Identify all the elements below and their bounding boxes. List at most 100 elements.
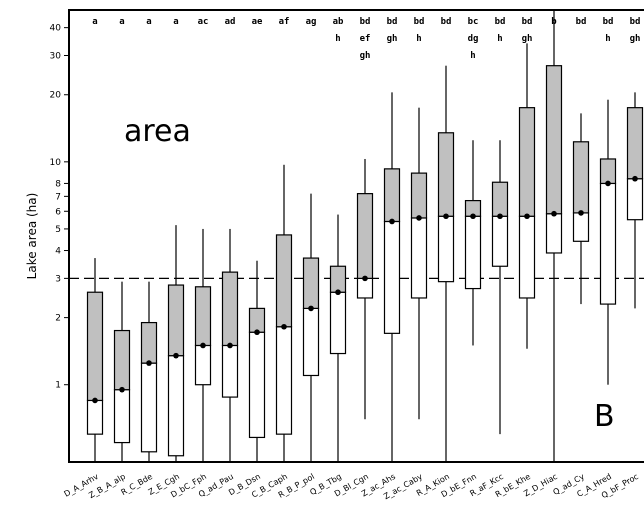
box-5	[194, 228, 212, 462]
y-tick-label: 4	[55, 247, 61, 257]
group-letter: h	[470, 51, 475, 61]
box-upper-quartile	[518, 107, 536, 217]
group-letter: bd	[387, 17, 398, 27]
median-dot	[362, 275, 368, 282]
box-lower-quartile	[545, 213, 563, 254]
box-lower-quartile	[86, 399, 104, 435]
box-lower-quartile	[491, 215, 509, 267]
area-annotation: area	[124, 114, 191, 149]
group-letter: ac	[198, 17, 209, 27]
box-upper-quartile	[626, 107, 644, 180]
box-lower-quartile	[356, 277, 374, 299]
group-letter: h	[605, 34, 610, 44]
box-lower-quartile	[437, 215, 455, 283]
y-tick-label: 5	[55, 225, 61, 235]
panel-letter: B	[594, 399, 615, 434]
group-letter: a	[92, 17, 97, 27]
box-lower-quartile	[221, 344, 239, 398]
box-lower-quartile	[248, 331, 266, 439]
group-letter: gh	[387, 34, 398, 44]
group-letter: ag	[306, 17, 317, 27]
box-lower-quartile	[410, 217, 428, 299]
group-letter: ae	[252, 17, 263, 27]
group-letter: bd	[522, 17, 533, 27]
group-letter: ad	[225, 17, 236, 27]
group-letter: af	[279, 17, 290, 27]
box-lower-quartile	[275, 326, 293, 435]
median-dot	[92, 397, 98, 404]
box-upper-quartile	[302, 257, 320, 309]
median-dot	[443, 213, 449, 220]
median-dot	[497, 213, 503, 220]
group-letter: bd	[441, 17, 452, 27]
box-lower-quartile	[140, 362, 158, 453]
box-upper-quartile	[194, 286, 212, 347]
box-17	[518, 43, 536, 349]
median-dot	[254, 329, 260, 336]
box-upper-quartile	[86, 291, 104, 402]
group-letter: bd	[630, 17, 641, 27]
box-upper-quartile	[545, 65, 563, 215]
box-18	[545, 10, 563, 462]
group-letter: b	[551, 17, 557, 27]
box-upper-quartile	[275, 234, 293, 328]
box-lower-quartile	[194, 344, 212, 386]
group-letter: ab	[333, 17, 344, 27]
box-upper-quartile	[599, 158, 617, 185]
box-lower-quartile	[464, 215, 482, 290]
box-20	[599, 99, 617, 385]
box-upper-quartile	[383, 168, 401, 223]
y-tick-label: 1	[55, 381, 61, 391]
box-16	[491, 140, 509, 435]
median-dot	[146, 360, 152, 366]
group-letter: h	[497, 34, 502, 44]
group-letter: a	[146, 17, 151, 27]
box-21	[626, 92, 644, 309]
median-dot	[173, 352, 179, 359]
box-1	[86, 258, 104, 462]
box-19	[572, 113, 590, 305]
y-tick-label: 20	[50, 91, 62, 101]
median-dot	[524, 213, 530, 220]
box-8	[275, 164, 293, 462]
y-tick-label: 10	[50, 158, 62, 168]
y-tick-label: 30	[50, 51, 62, 61]
box-upper-quartile	[437, 132, 455, 217]
median-dot	[281, 323, 287, 330]
box-2	[113, 281, 131, 462]
box-upper-quartile	[221, 271, 239, 347]
box-upper-quartile	[410, 172, 428, 219]
median-dot	[227, 342, 233, 349]
box-upper-quartile	[167, 284, 185, 357]
y-tick-label: 3	[55, 274, 61, 284]
box-lower-quartile	[599, 182, 617, 305]
median-dot	[389, 218, 395, 225]
y-tick-label: 6	[55, 207, 61, 217]
median-dot	[416, 215, 422, 221]
group-letter: h	[416, 34, 421, 44]
median-dot	[551, 210, 557, 217]
box-upper-quartile	[113, 329, 131, 391]
box-15	[464, 140, 482, 346]
group-letter: a	[173, 17, 178, 27]
box-3	[140, 281, 158, 462]
box-lower-quartile	[302, 307, 320, 377]
box-lower-quartile	[113, 389, 131, 444]
box-lower-quartile	[626, 178, 644, 221]
group-letter: a	[119, 17, 124, 27]
box-14	[437, 65, 455, 462]
group-letter: bd	[414, 17, 425, 27]
box-lower-quartile	[167, 355, 185, 457]
median-dot	[119, 386, 125, 393]
median-dot	[578, 210, 584, 216]
group-letter: bd	[495, 17, 506, 27]
box-lower-quartile	[383, 220, 401, 334]
box-upper-quartile	[329, 265, 347, 293]
median-dot	[632, 175, 638, 182]
box-lower-quartile	[518, 215, 536, 299]
box-upper-quartile	[572, 141, 590, 214]
y-tick-label: 8	[55, 179, 61, 189]
y-axis-label: Lake area (ha)	[25, 193, 39, 280]
box-lower-quartile	[329, 291, 347, 355]
